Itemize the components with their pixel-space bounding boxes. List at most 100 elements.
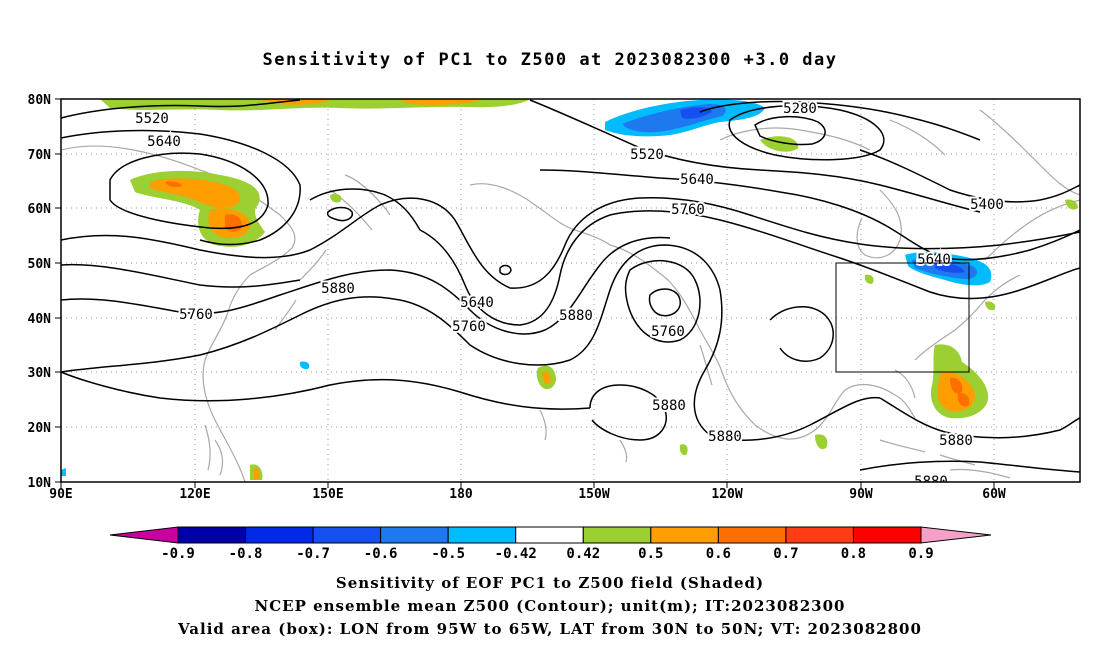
contour-label: 5520: [135, 111, 169, 127]
contour-label: 5880: [708, 429, 742, 445]
contour-label: 5880: [321, 281, 355, 297]
contour-5520-west: [61, 99, 301, 119]
lat-label: 70N: [28, 148, 52, 163]
contour-5760-west: [61, 196, 1080, 289]
colorbar-cell: [515, 526, 584, 544]
colorbar-tick-label: 0.6: [706, 546, 731, 562]
coast-canada-east: [984, 199, 1080, 261]
shade-red-florida-atlantic: [950, 377, 970, 407]
lon-label: 180: [449, 487, 473, 502]
contour-label: 5760: [651, 324, 685, 340]
contour-5880-pacific: [61, 244, 881, 441]
colorbar-cell: [177, 526, 247, 544]
coast-florida: [894, 369, 916, 399]
colorbar-tick-label: -0.42: [495, 546, 537, 562]
colorbar-tick-label: -0.7: [296, 546, 330, 562]
contour-small-loop-1: [326, 206, 354, 222]
shade-cyan-small-1: [299, 361, 310, 370]
colorbar-cell: [245, 526, 314, 544]
lon-label: 90W: [849, 487, 873, 502]
shade-darkblue-great-lakes: [935, 263, 965, 273]
lat-label: 60N: [28, 202, 52, 217]
contour-label: 5880: [914, 474, 948, 490]
shade-green-small-7: [985, 301, 996, 311]
shading-negative: [61, 99, 992, 476]
colorbar: -0.9 -0.8 -0.7 -0.6 -0.5 -0.42 0.42 0.5 0.6 0.7 0.…: [109, 526, 992, 562]
shade-orange-small-4: [254, 467, 260, 479]
contour-5880-west: [61, 263, 301, 288]
contour-5760-asia: [61, 236, 671, 335]
contour-5640-east: [539, 169, 1080, 261]
contour-asia-loop: [109, 152, 269, 230]
caption-valid-area: Valid area (box): LON from 95W to 65W, L…: [178, 620, 922, 638]
coast-kamchatka: [329, 174, 391, 231]
valid-area-box: [835, 262, 970, 373]
colorbar-tick-label: -0.5: [431, 546, 465, 562]
coast-baja: [699, 344, 713, 386]
colorbar-cell: [312, 526, 382, 544]
coast-japan: [274, 249, 327, 331]
shade-cyan-small-2: [61, 468, 66, 476]
z500-contours: [61, 99, 1080, 473]
shade-orange-central-pacific: [542, 371, 551, 384]
contour-label: 5760: [671, 202, 705, 218]
contour-5280: [699, 100, 981, 141]
shade-green-small-6: [679, 444, 688, 456]
contour-label: 5520: [630, 147, 664, 163]
colorbar-tick-label: 0.8: [841, 546, 866, 562]
lat-label: 50N: [28, 257, 52, 272]
colorbar-cell: [785, 526, 854, 544]
lon-label: 120W: [711, 487, 742, 502]
colorbar-tick-label: 0.5: [638, 546, 663, 562]
contour-5880-atlantic: [879, 397, 1080, 439]
coast-gulf-mexico: [754, 383, 916, 440]
colorbar-cell: [447, 526, 517, 544]
contour-label: 5400: [970, 197, 1004, 213]
frame-ticks: [55, 98, 995, 488]
coast-arctic-islands: [719, 119, 946, 156]
lon-label: 90E: [49, 487, 72, 502]
colorbar-tick-label: 0.9: [908, 546, 933, 562]
contour-arctic-low: [728, 104, 885, 161]
contour-label: 5880: [939, 433, 973, 449]
coast-asia-east: [61, 145, 296, 482]
contour-5880-gulf: [769, 306, 834, 362]
coast-philippines: [204, 424, 224, 476]
contour-5880-south: [859, 460, 1080, 473]
lat-label: 20N: [28, 421, 52, 436]
coast-pacific-islands: [539, 409, 628, 463]
lat-label: 80N: [28, 93, 52, 108]
contour-label: 5280: [783, 101, 817, 117]
colorbar-cell: [380, 526, 449, 544]
lon-label: 120E: [179, 487, 210, 502]
longitude-labels: 90E 120E 150E 180 150W 120W 90W 60W: [49, 487, 1006, 502]
contour-label: 5640: [680, 172, 714, 188]
contour-label: 5880: [559, 308, 593, 324]
colorbar-tick-label: -0.9: [161, 546, 195, 562]
contour-label: 5760: [179, 307, 213, 323]
colorbar-tick-label: 0.42: [566, 546, 600, 562]
coastlines: [61, 109, 1080, 482]
lon-label: 150W: [578, 487, 609, 502]
colorbar-cell: [650, 526, 719, 544]
contour-label: 5640: [147, 134, 181, 150]
lat-label: 10N: [28, 476, 52, 491]
colorbar-tick-label: 0.7: [773, 546, 798, 562]
lat-label: 30N: [28, 366, 52, 381]
contour-5880-east: [589, 384, 667, 441]
colorbar-tick-label: -0.6: [364, 546, 398, 562]
lon-label: 150E: [312, 487, 343, 502]
colorbar-cell: [717, 526, 787, 544]
contour-5640-west: [61, 129, 301, 246]
lat-label: 40N: [28, 312, 52, 327]
contour-ridge-south: [61, 371, 591, 410]
contour-5760-trough: [419, 210, 1080, 326]
latitude-labels: 80N 70N 60N 50N 40N 30N 20N 10N: [28, 93, 52, 491]
contour-label: 5760: [452, 319, 486, 335]
contour-north-trough: [309, 188, 421, 231]
coast-greenland: [979, 109, 1080, 196]
contour-5520: [529, 99, 981, 213]
contour-label: 5880: [652, 398, 686, 414]
contour-low-central: [624, 259, 701, 343]
coast-us-east: [914, 274, 1021, 361]
